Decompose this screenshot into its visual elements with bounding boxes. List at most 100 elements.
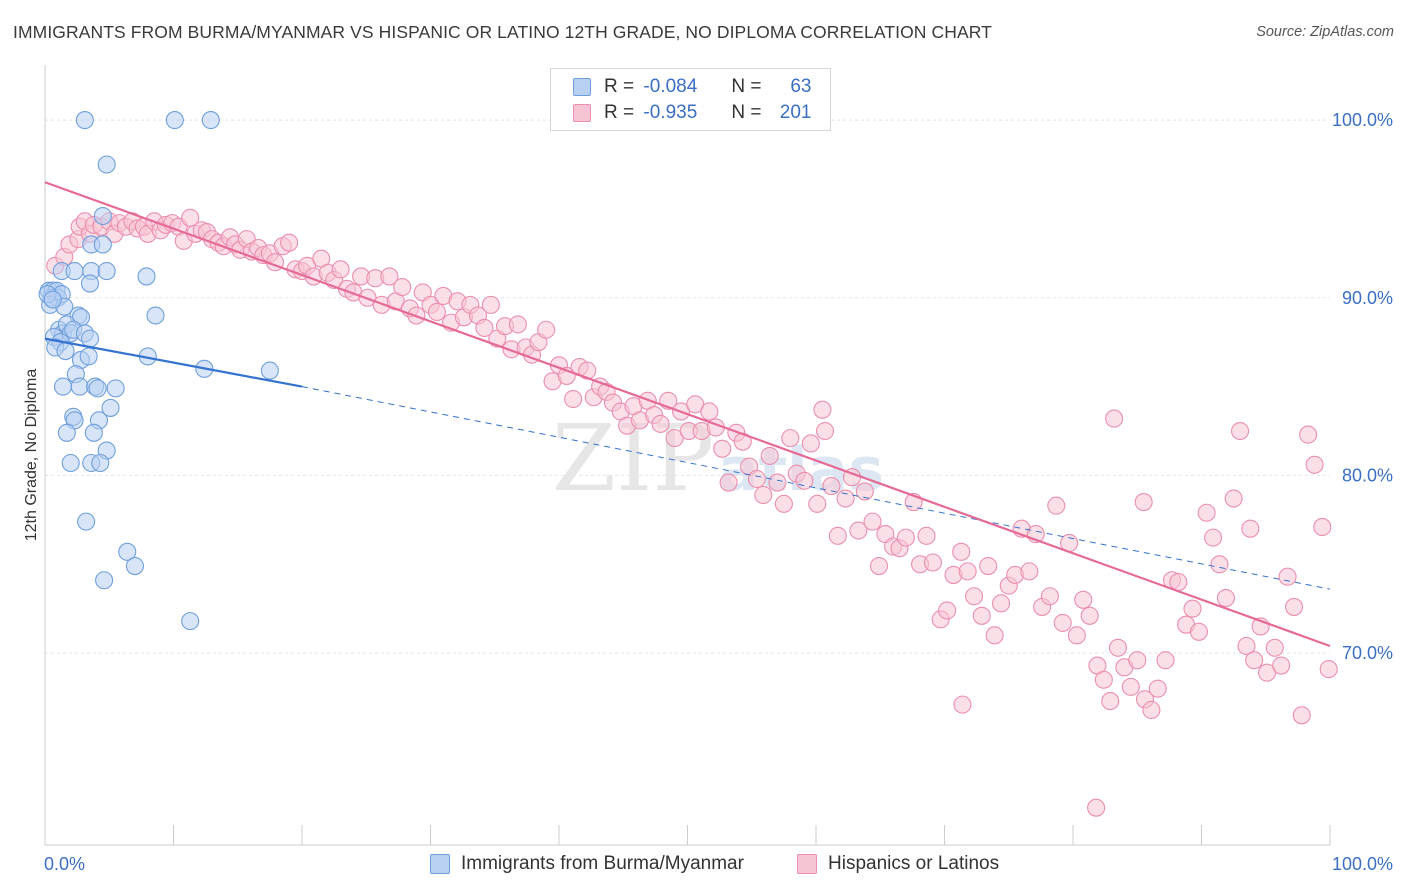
- hispanic-point: [822, 477, 841, 496]
- hispanic-point: [1319, 660, 1338, 679]
- hispanic-point: [1108, 638, 1128, 657]
- hispanic-point: [1197, 503, 1216, 522]
- burma-point: [43, 290, 62, 309]
- burma-point: [95, 571, 114, 590]
- hispanic-point: [1305, 455, 1324, 474]
- hispanic-point: [760, 446, 779, 465]
- burma-point: [146, 306, 165, 325]
- burma-trend-extension: [301, 386, 1331, 590]
- hispanic-point: [1313, 517, 1332, 537]
- burma-point: [101, 398, 120, 417]
- hispanic-point: [1020, 562, 1039, 581]
- legend-r-label: R =: [604, 76, 635, 97]
- burma-point: [165, 111, 184, 130]
- hispanic-point: [952, 542, 971, 561]
- hispanic-point: [1257, 663, 1277, 682]
- gridlines: [45, 119, 1330, 654]
- hispanic-trend-line: [44, 181, 1331, 648]
- hispanic-point: [938, 601, 957, 620]
- hispanic-point: [564, 389, 583, 409]
- y-tick-labels: 70.0% 80.0% 90.0% 100.0%: [1332, 110, 1393, 663]
- hispanic-point: [1128, 651, 1147, 670]
- hispanic-point: [380, 267, 399, 286]
- hispanic-point: [1284, 597, 1304, 616]
- burma-point: [53, 377, 73, 396]
- hispanic-point: [1094, 670, 1113, 689]
- hispanic-point: [1183, 599, 1202, 618]
- legend-row-hispanic: R = -0.935 N = 201: [573, 101, 812, 125]
- hispanic-point: [965, 587, 984, 606]
- legend-item-burma: Immigrants from Burma/Myanmar: [430, 852, 744, 876]
- hispanic-point: [1080, 606, 1099, 625]
- hispanic-point: [1105, 409, 1124, 428]
- hispanic-point: [280, 233, 299, 252]
- hispanic-point: [1224, 489, 1243, 508]
- burma-point: [84, 423, 103, 442]
- hispanic-point: [686, 395, 705, 414]
- hispanic-point: [979, 556, 998, 576]
- hispanic-point: [836, 489, 855, 508]
- y-tick-label: 90.0%: [1342, 288, 1393, 308]
- hispanic-point: [849, 521, 868, 540]
- chart-title: IMMIGRANTS FROM BURMA/MYANMAR VS HISPANI…: [13, 22, 992, 42]
- burma-point: [201, 111, 220, 130]
- hispanic-point: [991, 594, 1011, 613]
- hispanic-point: [1272, 656, 1291, 675]
- hispanic-point: [801, 434, 820, 453]
- burma-point: [61, 453, 80, 473]
- legend-item-hispanic: Hispanics or Latinos: [797, 852, 999, 876]
- hispanic-point: [815, 421, 835, 441]
- hispanic-point: [828, 526, 847, 545]
- burma-point: [106, 379, 125, 398]
- hispanic-point: [537, 320, 556, 339]
- hispanic-point: [1204, 528, 1223, 547]
- burma-point: [80, 274, 100, 293]
- hispanic-point: [427, 302, 446, 322]
- hispanic-point: [181, 208, 200, 227]
- hispanic-point: [774, 494, 793, 513]
- hispanic-point: [1074, 590, 1093, 609]
- hispanic-point: [1231, 421, 1250, 441]
- burma-point: [75, 111, 94, 130]
- hispanic-point: [1210, 555, 1229, 574]
- legend-n-label: N =: [731, 76, 762, 97]
- hispanic-point: [719, 473, 738, 492]
- hispanic-point: [713, 439, 732, 458]
- burma-point: [97, 262, 116, 281]
- hispanic-point: [863, 512, 882, 531]
- hispanic-point: [972, 606, 991, 625]
- y-tick-label: 100.0%: [1332, 110, 1393, 130]
- burma-point: [91, 453, 110, 473]
- burma-trend-line: [44, 337, 303, 388]
- burma-point: [125, 556, 144, 576]
- hispanic-point: [1101, 692, 1120, 711]
- y-axis-label: 12th Grade, No Diploma: [23, 368, 40, 542]
- legend-swatch-pink: [573, 104, 591, 122]
- hispanic-point: [754, 485, 773, 505]
- hispanic-point: [917, 526, 936, 545]
- x-tick-label: 0.0%: [44, 854, 85, 874]
- burma-point: [57, 423, 76, 442]
- x-tick-label: 100.0%: [1332, 854, 1393, 874]
- hispanic-point: [958, 562, 977, 581]
- hispanic-point: [1156, 651, 1175, 670]
- hispanic-point: [1121, 677, 1140, 696]
- hispanic-point: [475, 318, 494, 338]
- hispanic-point: [1087, 798, 1106, 817]
- hispanic-point: [651, 414, 670, 433]
- hispanic-point: [781, 429, 800, 448]
- hispanic-point: [331, 260, 350, 279]
- legend-swatch-blue: [573, 78, 591, 96]
- hispanics-points: [46, 208, 1338, 817]
- hispanic-point: [869, 556, 889, 576]
- hispanic-point: [1134, 493, 1153, 512]
- burma-point: [80, 329, 100, 348]
- x-tick-labels: 0.0% 100.0%: [44, 854, 1393, 874]
- trend-lines: [44, 181, 1331, 648]
- hispanic-point: [953, 695, 972, 714]
- hispanic-point: [768, 473, 787, 492]
- hispanic-point: [813, 400, 832, 419]
- burma-points: [38, 111, 279, 631]
- burma-point: [97, 155, 116, 174]
